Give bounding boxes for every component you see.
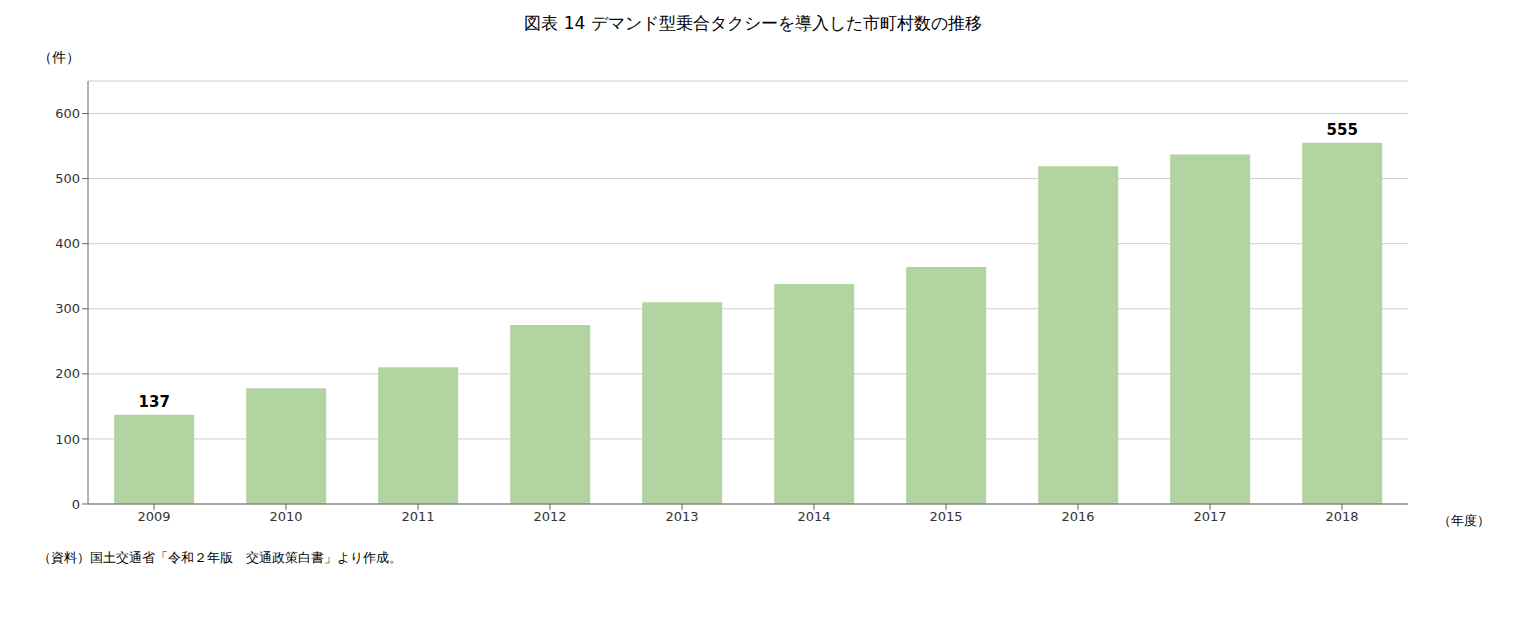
svg-text:2012: 2012	[533, 509, 566, 524]
svg-text:2011: 2011	[401, 509, 434, 524]
svg-text:555: 555	[1327, 121, 1358, 139]
svg-text:600: 600	[55, 106, 80, 121]
svg-text:2015: 2015	[929, 509, 962, 524]
svg-text:2016: 2016	[1061, 509, 1094, 524]
svg-text:100: 100	[55, 432, 80, 447]
svg-text:300: 300	[55, 301, 80, 316]
html-text:図表 14 デマンド型乗合タクシーを導入した市町村数の推移: 図表 14 デマンド型乗合タクシーを導入した市町村数の推移	[524, 13, 982, 33]
svg-text:2013: 2013	[665, 509, 698, 524]
html-text:（資料）国土交通省「令和２年版 交通政策白書」より作成。: （資料）国土交通省「令和２年版 交通政策白書」より作成。	[38, 550, 402, 565]
html-text:（件）: （件）	[38, 49, 80, 65]
svg-text:137: 137	[139, 393, 170, 411]
svg-text:400: 400	[55, 236, 80, 251]
svg-text:2010: 2010	[269, 509, 302, 524]
svg-text:2018: 2018	[1325, 509, 1358, 524]
svg-text:2009: 2009	[137, 509, 170, 524]
svg-text:2014: 2014	[797, 509, 830, 524]
svg-text:0: 0	[72, 497, 80, 512]
svg-text:2017: 2017	[1193, 509, 1226, 524]
html-text:（年度）: （年度）	[1438, 513, 1490, 528]
svg-text:500: 500	[55, 171, 80, 186]
svg-text:200: 200	[55, 366, 80, 381]
